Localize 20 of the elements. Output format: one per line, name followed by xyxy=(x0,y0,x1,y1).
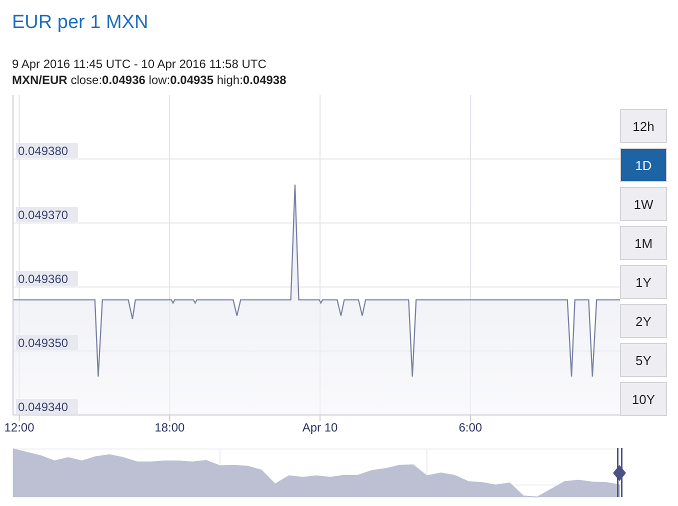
y-tick-label: 0.049360 xyxy=(18,272,68,286)
y-tick-label: 0.049370 xyxy=(18,208,68,222)
text: 2Y xyxy=(620,304,667,338)
text: 12h xyxy=(620,109,667,143)
text: 1W xyxy=(620,187,667,221)
chart-subtitle: 9 Apr 2016 11:45 UTC - 10 Apr 2016 11:58 UTC xyxy=(12,57,266,71)
x-tick-label: 18:00 xyxy=(154,420,185,435)
y-tick-label: 0.049380 xyxy=(18,144,68,158)
text: 1D xyxy=(620,148,667,182)
text: MXN/EUR close:0.04936 low:0.04935 high:0.04938 xyxy=(12,73,286,87)
text: 10Y xyxy=(620,382,667,416)
y-tick-label: 0.049340 xyxy=(18,400,68,414)
x-tick-label: 12:00 xyxy=(4,420,35,435)
y-tick-label: 0.049350 xyxy=(18,336,68,350)
text: 1M xyxy=(620,226,667,260)
x-tick-label: Apr 10 xyxy=(302,420,338,435)
x-tick-label: 6:00 xyxy=(458,420,482,435)
text: 5Y xyxy=(620,343,667,377)
chart-title: EUR per 1 MXN xyxy=(12,12,148,34)
text: 1Y xyxy=(620,265,667,299)
